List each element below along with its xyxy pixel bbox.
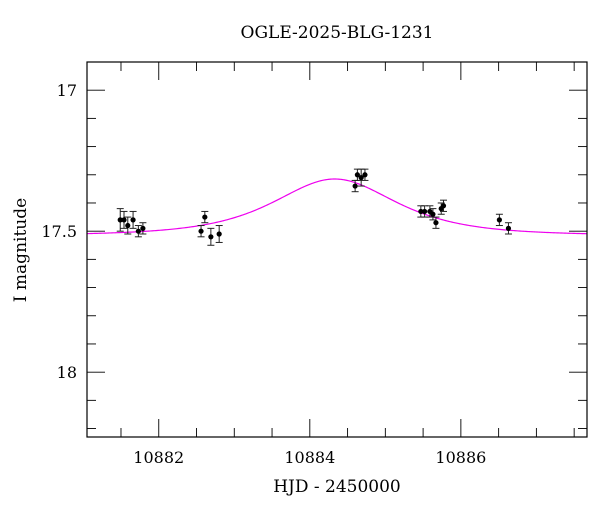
data-marker xyxy=(496,217,502,223)
y-tick-label: 17.5 xyxy=(41,222,77,241)
data-marker xyxy=(208,234,214,240)
data-marker xyxy=(354,172,360,178)
data-marker xyxy=(352,183,358,189)
data-marker xyxy=(140,225,146,231)
x-axis-label: HJD - 2450000 xyxy=(273,477,401,497)
data-marker xyxy=(130,217,136,223)
x-tick-label: 10884 xyxy=(284,448,335,467)
data-point xyxy=(353,168,361,181)
data-point xyxy=(504,222,512,235)
data-marker xyxy=(505,225,512,231)
data-marker xyxy=(117,217,123,223)
data-point xyxy=(134,225,142,238)
data-point xyxy=(129,210,137,229)
data-point xyxy=(215,225,223,243)
data-marker xyxy=(125,222,131,229)
y-tick-label: 18 xyxy=(57,363,77,382)
data-point xyxy=(361,168,369,181)
data-marker xyxy=(358,175,364,181)
data-marker xyxy=(430,211,436,217)
data-points xyxy=(116,168,512,246)
data-marker xyxy=(362,172,368,178)
data-point xyxy=(139,222,147,235)
x-tick-label: 10882 xyxy=(133,448,184,467)
data-point xyxy=(124,216,132,235)
y-tick-labels: 17 17.5 18 xyxy=(41,81,77,382)
data-point xyxy=(116,208,124,232)
axis-ticks xyxy=(87,61,587,437)
chart-title: OGLE-2025-BLG-1231 xyxy=(241,23,434,43)
model-line xyxy=(86,178,588,235)
data-marker xyxy=(433,220,439,226)
plot-area xyxy=(86,61,588,438)
data-point xyxy=(207,227,215,246)
model-curve xyxy=(86,178,588,235)
data-point xyxy=(357,168,365,187)
data-point xyxy=(120,210,128,229)
x-tick-labels: 10882 10884 10886 xyxy=(133,448,486,467)
data-marker xyxy=(418,208,424,215)
data-point xyxy=(439,199,447,212)
data-marker xyxy=(202,214,208,220)
y-axis-label: I magnitude xyxy=(11,198,31,302)
data-marker xyxy=(198,228,204,234)
data-point xyxy=(432,216,440,229)
data-marker xyxy=(135,228,141,234)
data-marker xyxy=(422,208,428,215)
data-point xyxy=(351,179,359,193)
data-marker xyxy=(216,231,222,237)
plot-frame xyxy=(86,61,588,438)
data-marker xyxy=(440,203,447,209)
data-point xyxy=(429,208,437,221)
data-point xyxy=(197,225,205,238)
data-point xyxy=(495,213,503,227)
x-tick-label: 10886 xyxy=(435,448,486,467)
y-tick-label: 17 xyxy=(57,81,77,100)
data-marker xyxy=(121,217,127,223)
data-point xyxy=(201,210,209,224)
